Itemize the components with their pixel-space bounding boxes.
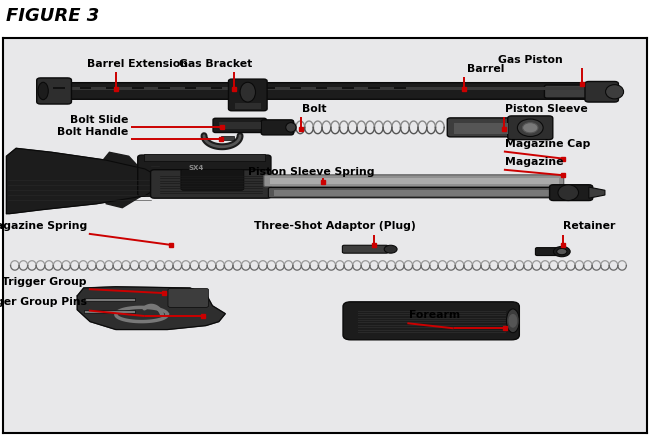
Ellipse shape — [384, 245, 397, 253]
Bar — [47, 87, 584, 90]
Text: Gas Bracket: Gas Bracket — [179, 59, 252, 69]
Text: Barrel Extension: Barrel Extension — [87, 59, 188, 69]
FancyBboxPatch shape — [168, 288, 209, 307]
FancyBboxPatch shape — [261, 120, 293, 135]
Bar — [289, 87, 301, 89]
Text: Bolt Slide: Bolt Slide — [70, 115, 129, 126]
Bar — [144, 154, 265, 161]
FancyBboxPatch shape — [550, 185, 593, 201]
Bar — [274, 190, 550, 196]
Bar — [369, 87, 380, 89]
Text: Magazine: Magazine — [505, 157, 564, 168]
FancyBboxPatch shape — [151, 170, 271, 198]
FancyBboxPatch shape — [508, 116, 552, 140]
Bar — [270, 178, 558, 184]
Ellipse shape — [517, 119, 543, 137]
FancyBboxPatch shape — [213, 118, 266, 133]
Bar — [80, 87, 91, 89]
Bar — [53, 87, 65, 89]
Bar — [263, 87, 275, 89]
Bar — [84, 298, 135, 301]
Bar — [211, 87, 222, 89]
Text: Magazine Spring: Magazine Spring — [0, 221, 87, 232]
Text: Gas Piston: Gas Piston — [499, 55, 563, 65]
Bar — [221, 136, 233, 141]
Text: Piston Sleeve Spring: Piston Sleeve Spring — [248, 167, 374, 177]
Ellipse shape — [506, 309, 519, 333]
Text: Trigger Group: Trigger Group — [3, 277, 87, 287]
FancyBboxPatch shape — [343, 302, 519, 340]
FancyBboxPatch shape — [585, 81, 618, 102]
Text: Barrel: Barrel — [467, 64, 504, 74]
FancyBboxPatch shape — [536, 248, 560, 255]
Text: SX4: SX4 — [188, 165, 204, 171]
Ellipse shape — [523, 122, 538, 133]
Bar — [219, 122, 261, 130]
Text: Bolt: Bolt — [302, 103, 327, 114]
FancyBboxPatch shape — [38, 83, 593, 99]
FancyBboxPatch shape — [264, 175, 564, 187]
Text: Three-Shot Adaptor (Plug): Three-Shot Adaptor (Plug) — [254, 221, 416, 232]
Bar — [395, 87, 406, 89]
Ellipse shape — [240, 82, 255, 102]
Bar — [106, 87, 118, 89]
Ellipse shape — [553, 247, 570, 257]
FancyBboxPatch shape — [343, 245, 388, 253]
Ellipse shape — [558, 185, 579, 201]
Bar — [316, 87, 328, 89]
FancyBboxPatch shape — [268, 187, 555, 198]
Text: Forearm: Forearm — [409, 310, 460, 320]
Bar — [185, 87, 196, 89]
Text: Magazine Cap: Magazine Cap — [505, 139, 591, 149]
Bar — [237, 87, 249, 89]
Bar — [454, 122, 508, 133]
FancyBboxPatch shape — [447, 118, 515, 137]
Text: Piston Sleeve: Piston Sleeve — [505, 103, 588, 114]
Polygon shape — [589, 187, 605, 198]
Text: Trigger Group Pins: Trigger Group Pins — [0, 297, 87, 307]
Ellipse shape — [606, 85, 623, 99]
Bar — [132, 87, 144, 89]
Bar — [235, 103, 261, 109]
FancyBboxPatch shape — [138, 155, 271, 196]
Ellipse shape — [509, 315, 517, 327]
Bar — [159, 87, 170, 89]
FancyBboxPatch shape — [229, 79, 267, 111]
Ellipse shape — [286, 122, 296, 132]
Polygon shape — [77, 287, 226, 330]
Bar — [84, 310, 135, 313]
FancyBboxPatch shape — [181, 169, 244, 190]
Text: FIGURE 3: FIGURE 3 — [6, 7, 99, 25]
Text: Bolt Handle: Bolt Handle — [57, 127, 129, 137]
Ellipse shape — [556, 248, 567, 255]
FancyBboxPatch shape — [36, 78, 72, 104]
Bar — [342, 87, 354, 89]
Ellipse shape — [38, 82, 48, 100]
Polygon shape — [103, 152, 142, 208]
Polygon shape — [6, 149, 158, 213]
FancyBboxPatch shape — [545, 85, 592, 98]
Text: Retainer: Retainer — [563, 221, 616, 232]
